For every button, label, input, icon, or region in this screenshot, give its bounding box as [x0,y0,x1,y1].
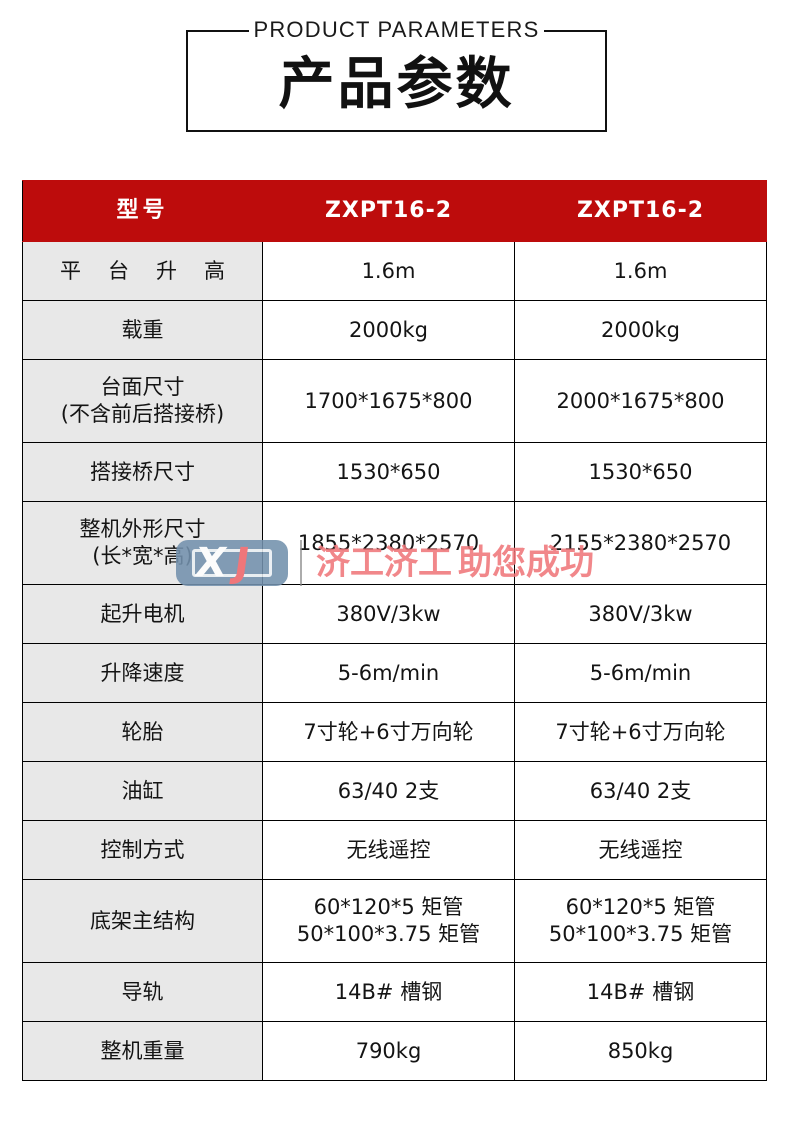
row-label-lift-speed: 升降速度 [22,643,263,703]
cell-value: 无线遥控 [514,820,767,880]
table-row: 起升电机 380V/3kw 380V/3kw [22,584,767,644]
cell-value-line2: 50*100*3.75 矩管 [296,922,481,946]
table-row: 平台升高 1.6m 1.6m [22,241,767,301]
table-row: 台面尺寸 (不含前后搭接桥) 1700*1675*800 2000*1675*8… [22,359,767,443]
cell-value: 380V/3kw [514,584,767,644]
row-label-table-size: 台面尺寸 (不含前后搭接桥) [22,359,263,443]
cell-value-line2: 50*100*3.75 矩管 [548,922,733,946]
row-label-platform-lift-height: 平台升高 [22,241,263,301]
row-label-subtext: (不含前后搭接桥) [60,402,225,426]
row-label-tires: 轮胎 [22,702,263,762]
column-header-model: 型号 [22,180,263,242]
table-row: 整机重量 790kg 850kg [22,1021,767,1081]
table-row: 整机外形尺寸 (长*宽*高) 1855*2380*2570 2155*2380*… [22,501,767,585]
header-rule-right [544,30,607,32]
row-label-cylinder: 油缸 [22,761,263,821]
cell-value: 63/40 2支 [262,761,515,821]
cell-value: 2000*1675*800 [514,359,767,443]
spec-table-container: 型号 ZXPT16-2 ZXPT16-2 平台升高 1.6m 1.6m 载重 2… [22,180,767,1081]
row-label-overall-dimensions: 整机外形尺寸 (长*宽*高) [22,501,263,585]
table-row: 油缸 63/40 2支 63/40 2支 [22,761,767,821]
table-row: 底架主结构 60*120*5 矩管 50*100*3.75 矩管 60*120*… [22,879,767,963]
table-row: 载重 2000kg 2000kg [22,300,767,360]
table-row: 升降速度 5-6m/min 5-6m/min [22,643,767,703]
page-header: PRODUCT PARAMETERS 产品参数 [0,0,790,152]
cell-value: 380V/3kw [262,584,515,644]
row-label-text-extra: 升高 [156,258,225,283]
cell-value: 1.6m [262,241,515,301]
table-row: 导轨 14B# 槽钢 14B# 槽钢 [22,962,767,1022]
row-label-subtext: (长*宽*高) [92,544,193,568]
cell-value: 2000kg [262,300,515,360]
row-label-bridge-size: 搭接桥尺寸 [22,442,263,502]
header-rule-left [186,30,249,32]
cell-value: 1855*2380*2570 [262,501,515,585]
cell-value: 7寸轮+6寸万向轮 [514,702,767,762]
cell-value: 7寸轮+6寸万向轮 [262,702,515,762]
cell-value: 14B# 槽钢 [514,962,767,1022]
header-english-title: PRODUCT PARAMETERS [253,17,540,42]
table-row: 搭接桥尺寸 1530*650 1530*650 [22,442,767,502]
row-label-chassis-structure: 底架主结构 [22,879,263,963]
column-header-variant-1: ZXPT16-2 [262,180,515,242]
cell-value: 790kg [262,1021,515,1081]
row-label-text: 平台 [60,258,156,283]
cell-value: 14B# 槽钢 [262,962,515,1022]
cell-value: 1.6m [514,241,767,301]
row-label-load-capacity: 载重 [22,300,263,360]
cell-value: 5-6m/min [514,643,767,703]
row-label-lift-motor: 起升电机 [22,584,263,644]
cell-value: 1530*650 [262,442,515,502]
row-label-total-weight: 整机重量 [22,1021,263,1081]
header-chinese-title: 产品参数 [278,52,515,117]
header-frame [186,30,607,132]
row-label-text: 整机外形尺寸 [79,517,206,542]
cell-value: 63/40 2支 [514,761,767,821]
table-row: 控制方式 无线遥控 无线遥控 [22,820,767,880]
cell-value-line1: 60*120*5 矩管 [565,895,716,920]
cell-value: 2000kg [514,300,767,360]
cell-value: 5-6m/min [262,643,515,703]
table-row: 轮胎 7寸轮+6寸万向轮 7寸轮+6寸万向轮 [22,702,767,762]
cell-value: 1530*650 [514,442,767,502]
product-parameters-table: 型号 ZXPT16-2 ZXPT16-2 平台升高 1.6m 1.6m 载重 2… [22,180,767,1081]
cell-value: 2155*2380*2570 [514,501,767,585]
row-label-guide-rail: 导轨 [22,962,263,1022]
cell-value: 无线遥控 [262,820,515,880]
table-header-row: 型号 ZXPT16-2 ZXPT16-2 [22,180,767,242]
cell-value: 850kg [514,1021,767,1081]
row-label-text: 台面尺寸 [100,375,185,400]
row-label-control-mode: 控制方式 [22,820,263,880]
cell-value: 60*120*5 矩管 50*100*3.75 矩管 [262,879,515,963]
cell-value: 1700*1675*800 [262,359,515,443]
cell-value-line1: 60*120*5 矩管 [313,895,464,920]
column-header-variant-2: ZXPT16-2 [514,180,767,242]
cell-value: 60*120*5 矩管 50*100*3.75 矩管 [514,879,767,963]
